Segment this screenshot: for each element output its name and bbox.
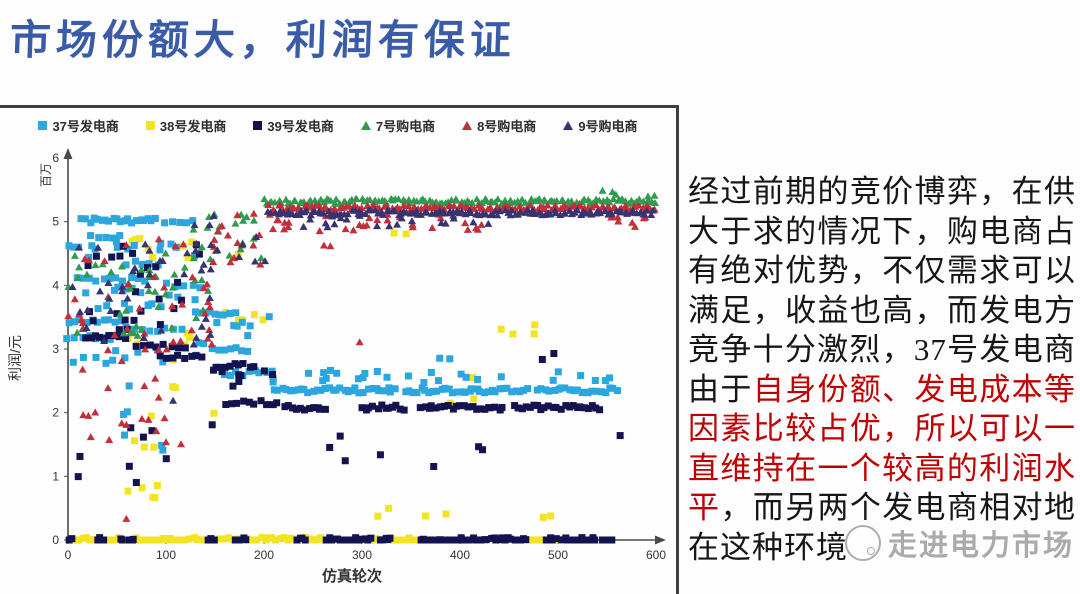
legend-item: 8号购电商	[462, 116, 536, 135]
legend-triangle-marker-icon	[360, 121, 371, 130]
sidebar-paragraph: 经过前期的竞价博弈，在供大于求的情况下，购电商占有绝对优势，不仅需求可以满足，收…	[688, 172, 1076, 582]
watermark-logo-icon	[845, 525, 881, 561]
y-tick-label: 0	[52, 533, 59, 547]
x-tick-label: 600	[646, 548, 666, 562]
legend-label: 38号发电商	[159, 119, 227, 134]
legend-label: 7号购电商	[375, 119, 436, 134]
chart-legend: 37号发电商 38号发电商 39号发电商 7号购电商 8号购电商 9号购电商	[0, 116, 676, 135]
page-title: 市场份额大，利润有保证	[9, 17, 517, 63]
legend-item: 7号购电商	[360, 116, 436, 135]
y-tick-label: 3	[52, 342, 59, 356]
y-axis-unit-label: 百万	[39, 163, 53, 187]
highlighted-text-run: 自身份额、发电成本等因素比较占优，所以可以一直维持在一个较高的利润水平	[688, 371, 1077, 526]
x-tick-label: 500	[548, 548, 568, 562]
legend-label: 37号发电商	[52, 119, 119, 134]
legend-item: 38号发电商	[145, 116, 227, 135]
x-tick-label: 100	[156, 548, 176, 562]
y-axis-title: 利润/元	[7, 335, 23, 381]
x-tick-label: 400	[450, 548, 470, 562]
legend-item: 39号发电商	[253, 116, 334, 135]
x-tick-label: 0	[65, 548, 72, 562]
x-axis-title: 仿真轮次	[322, 567, 382, 585]
x-tick-label: 300	[352, 548, 372, 562]
x-axis-arrow-icon	[655, 535, 666, 545]
profit-scatter-chart: 37号发电商 38号发电商 39号发电商 7号购电商 8号购电商 9号购电商 0 1 2 3 4 5…	[0, 105, 679, 594]
y-tick-label: 5	[52, 215, 59, 229]
y-tick-label: 6	[52, 151, 59, 165]
x-tick-label: 200	[254, 548, 274, 562]
series-39号发电商	[65, 241, 624, 544]
y-tick-label: 2	[52, 406, 59, 420]
series-9号购电商	[68, 206, 658, 404]
legend-triangle-marker-icon	[462, 121, 473, 130]
legend-label: 39号发电商	[267, 119, 334, 134]
legend-triangle-marker-icon	[563, 121, 574, 130]
legend-square-marker-icon	[253, 121, 263, 130]
legend-item: 9号购电商	[563, 116, 638, 135]
y-tick-label: 1	[52, 469, 59, 483]
legend-square-marker-icon	[38, 121, 48, 130]
series-7号购电商	[64, 186, 660, 339]
series-8号购电商	[64, 201, 659, 522]
legend-label: 8号购电商	[477, 119, 537, 134]
watermark-label: 走进电力市场	[888, 530, 1075, 562]
text-run: ，而另两个发电商相对地在这种环境	[688, 490, 1077, 565]
legend-item: 37号发电商	[38, 116, 119, 135]
text-run: 经过前期的竞价博弈，在供大于求的情况下，购电商占有绝对优势，不仅需求可以满足，收…	[688, 174, 1076, 407]
watermark: 走进电力市场	[845, 522, 1074, 564]
legend-square-marker-icon	[145, 121, 155, 130]
legend-label: 9号购电商	[578, 119, 638, 134]
y-tick-label: 4	[52, 278, 59, 292]
y-axis-arrow-icon	[63, 148, 73, 159]
